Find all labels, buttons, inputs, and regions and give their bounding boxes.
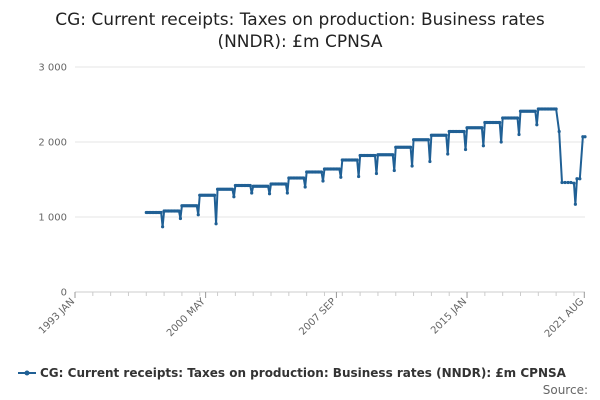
y-axis-ticks: 0 1 000 2 000 3 000 [38,63,67,299]
data-point [480,126,484,130]
data-point [355,158,359,162]
data-point [583,135,587,139]
y-tick-label: 3 000 [38,63,67,74]
data-point [319,170,324,174]
data-point [410,164,414,168]
data-point [462,129,466,134]
data-point [159,210,163,215]
data-point [554,107,558,111]
x-axis-ticks: 1993 JAN 2000 MAY 2007 SEP 2015 JAN 2021 AUG [37,292,586,340]
legend-label: CG: Current receipts: Taxes on productio… [40,366,567,380]
data-point [557,129,561,134]
x-tick-label: 2021 AUG [543,296,587,340]
x-tick-label: 1993 JAN [37,296,77,336]
data-point [285,191,289,195]
gridlines [75,66,585,218]
data-point [373,153,377,158]
data-point [426,138,431,142]
data-point [566,180,570,185]
legend-swatch-marker [24,370,30,376]
data-point [575,177,579,181]
data-point [195,204,199,208]
data-point [357,174,361,179]
data-point [569,180,573,185]
data-point [391,153,395,157]
data-point [177,209,181,213]
data-point [230,187,235,191]
data-point [250,191,254,195]
data-point [444,133,448,137]
data-point [267,192,272,196]
data-point [428,159,432,164]
x-tick-label: 2015 JAN [429,296,469,336]
data-point [481,144,485,148]
legend[interactable]: CG: Current receipts: Taxes on productio… [18,366,567,380]
chart-title-line-2: (NNDR): £m CPNSA [217,32,382,52]
data-point [463,147,468,152]
data-point [302,176,306,180]
data-point [321,179,325,183]
data-point [498,120,502,125]
data-point [573,202,577,206]
data-point [196,213,200,217]
data-point [337,167,341,171]
data-point [374,171,379,176]
data-point [232,195,236,199]
x-tick-label: 2007 SEP [297,296,338,337]
data-point [339,175,343,179]
series-line [146,108,585,228]
data-point [161,225,165,229]
data-point [499,140,503,144]
chart-title-line-1: CG: Current receipts: Taxes on productio… [55,10,545,30]
data-point [303,185,307,189]
data-point [515,116,520,120]
series-group [144,107,587,229]
data-point [572,181,576,185]
data-point [446,152,450,156]
y-tick-label: 0 [61,288,67,299]
data-point [392,168,396,173]
data-point [563,180,567,185]
data-point [248,183,252,188]
data-point [535,123,539,127]
data-point [214,222,218,226]
y-tick-label: 2 000 [38,138,67,149]
data-point [560,180,564,185]
data-point [578,177,582,181]
data-point [212,193,217,197]
data-point [533,109,537,113]
source-label: Source: [543,383,588,397]
data-point [266,184,270,188]
x-tick-label: 2000 MAY [165,296,208,339]
data-point [284,182,288,186]
data-point [409,145,413,149]
y-tick-label: 1 000 [38,213,67,224]
data-point [517,132,521,137]
data-point [178,216,183,221]
